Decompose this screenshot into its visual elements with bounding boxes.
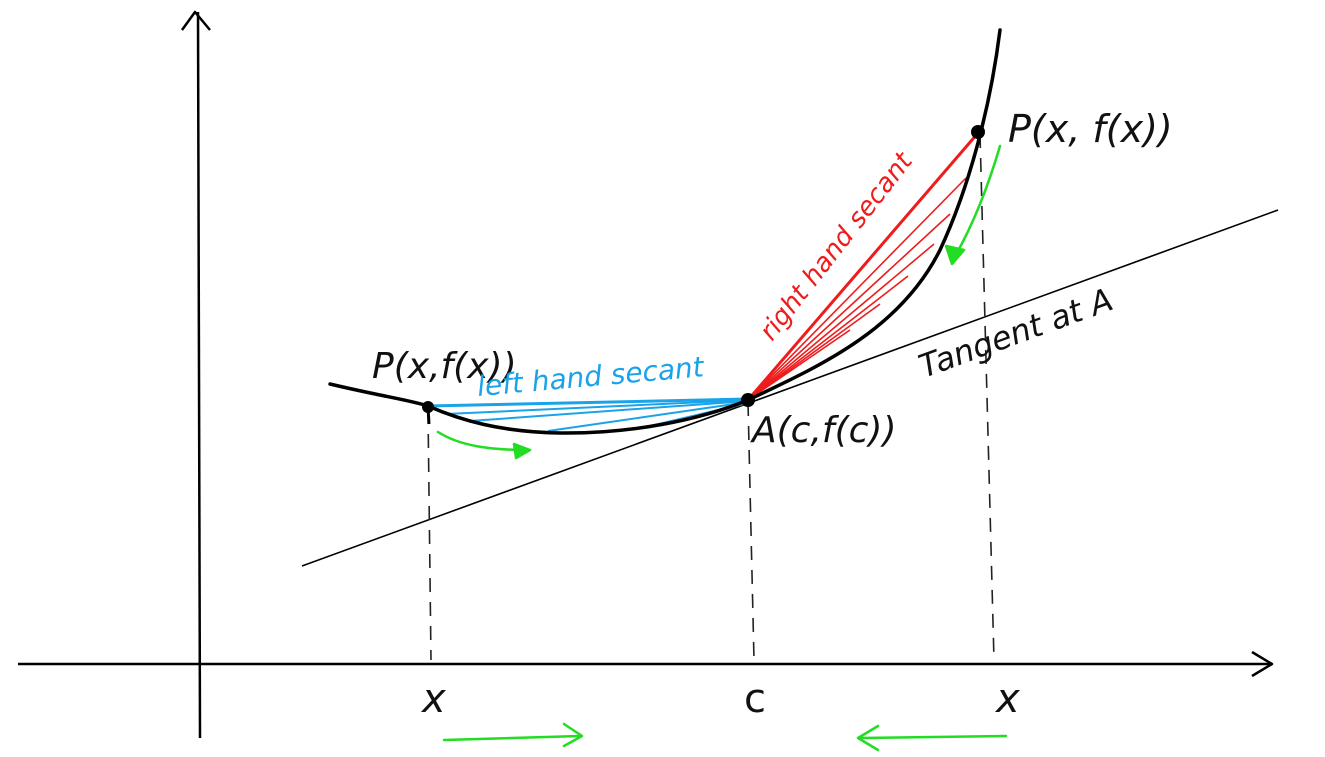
left-axis-arrowhead	[562, 722, 584, 748]
left-axis-arrow	[442, 734, 582, 742]
right-curve-arrow	[952, 144, 1002, 260]
point-a-dot	[741, 393, 755, 407]
right-curve-arrowhead	[944, 244, 966, 266]
right-secant	[747, 275, 909, 401]
right-secant-label: right hand secant	[754, 146, 919, 346]
tangent-label: Tangent at A	[914, 280, 1118, 385]
tangent-line	[301, 209, 1279, 567]
point-right-dot	[971, 125, 985, 139]
x-axis-arrowhead	[1251, 650, 1274, 678]
motion-arrows	[436, 144, 1008, 752]
right-secant	[747, 177, 967, 401]
point-right-label: P(x, f(x))	[1008, 107, 1173, 151]
left-secant	[547, 401, 749, 432]
tick-right-x-label: x	[994, 676, 1020, 722]
dashed-right-x	[979, 133, 995, 661]
right-secant-main	[746, 132, 980, 401]
tick-left-x-label: x	[420, 676, 446, 722]
point-left-tick	[426, 406, 431, 425]
right-secant	[747, 243, 935, 401]
axes	[18, 10, 1274, 739]
right-secant	[747, 329, 851, 401]
right-secant-lines	[746, 132, 980, 401]
left-secant	[469, 400, 749, 422]
dashed-left-x	[427, 409, 432, 661]
y-axis-arrowhead	[180, 10, 211, 31]
left-curve-arrowhead	[512, 442, 532, 460]
point-a-label: A(c,f(c))	[750, 410, 897, 451]
tick-c-label: c	[744, 676, 766, 722]
labels: P(x,f(x)) P(x, f(x)) A(c,f(c)) left hand…	[372, 107, 1173, 722]
dashed-projections	[427, 133, 995, 661]
y-axis	[196, 11, 202, 739]
right-secant	[747, 213, 951, 401]
right-axis-arrowhead	[856, 724, 880, 752]
right-axis-arrow	[858, 734, 1008, 740]
left-secant	[445, 399, 749, 415]
left-secant-main	[427, 397, 749, 408]
dashed-c	[747, 401, 755, 661]
points	[422, 125, 985, 425]
point-left-label: P(x,f(x))	[372, 346, 517, 387]
